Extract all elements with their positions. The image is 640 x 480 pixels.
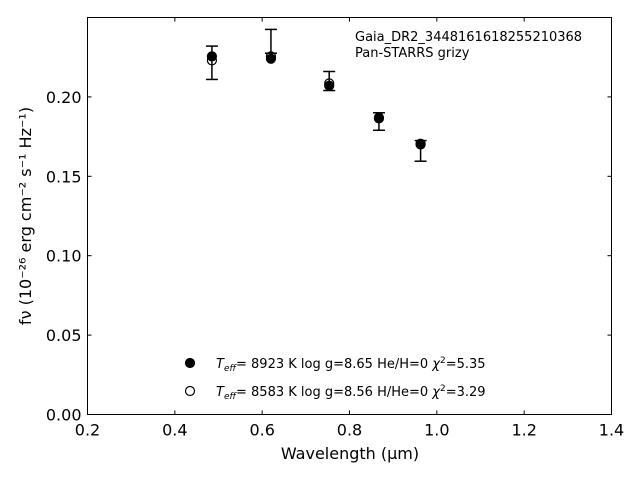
- legend-label-part: =3.29: [446, 385, 486, 400]
- y-tick-label: 0.00: [46, 406, 82, 425]
- y-tick-label: 0.05: [46, 326, 82, 345]
- y-tick-label: 0.15: [46, 167, 82, 186]
- x-axis-label: Wavelength (μm): [281, 444, 419, 463]
- annotation-line-1: Gaia_DR2_3448161618255210368: [355, 30, 582, 45]
- y-tick-label: 0.20: [46, 88, 82, 107]
- axes-frame: [87, 17, 612, 415]
- x-tick-label: 1.4: [599, 421, 624, 440]
- legend-label-part: =5.35: [446, 357, 486, 372]
- x-tick-label: 0.2: [75, 421, 100, 440]
- plot-area: 0.2 0.4 0.6 0.8 1.0 1.2 1.4 0.00 0.05 0.10 0.15 0.2…: [46, 17, 624, 440]
- model-point-open: [265, 51, 277, 62]
- y-axis-label: fν (10⁻²⁶ erg cm⁻² s⁻¹ Hz⁻¹): [16, 107, 35, 325]
- legend-label-part: T: [216, 357, 225, 372]
- y-tick-label: 0.10: [46, 247, 82, 266]
- annotation-line-2: Pan-STARRS grizy: [355, 46, 470, 61]
- legend-label-part: = 8923 K log g=8.65 He/H=0: [236, 357, 432, 372]
- legend-label-part: eff: [224, 392, 238, 402]
- legend-label-part: eff: [224, 364, 238, 374]
- legend-label-part: 2: [440, 384, 446, 394]
- model-point-open: [373, 112, 385, 123]
- legend-label-part: χ: [431, 385, 441, 400]
- legend-label-part: = 8583 K log g=8.56 H/He=0: [236, 385, 432, 400]
- x-tick-label: 0.8: [337, 421, 362, 440]
- x-tick-label: 0.6: [249, 421, 274, 440]
- model-point-open: [415, 138, 426, 149]
- legend-label: Teff= 8583 K log g=8.56 H/He=0 χ2=3.29: [216, 384, 486, 402]
- legend-label-part: χ: [431, 357, 441, 372]
- x-tick-label: 1.2: [511, 421, 536, 440]
- model-point-open: [206, 55, 218, 66]
- legend-label-part: T: [216, 385, 225, 400]
- legend-label: Teff= 8923 K log g=8.65 He/H=0 χ2=5.35: [216, 356, 486, 374]
- model-point-open: [324, 78, 335, 89]
- legend-marker-open: [184, 385, 196, 397]
- legend-label-part: 2: [440, 356, 446, 366]
- legend-marker-filled: [184, 357, 196, 369]
- x-tick-label: 1.0: [424, 421, 449, 440]
- x-tick-label: 0.4: [162, 421, 187, 440]
